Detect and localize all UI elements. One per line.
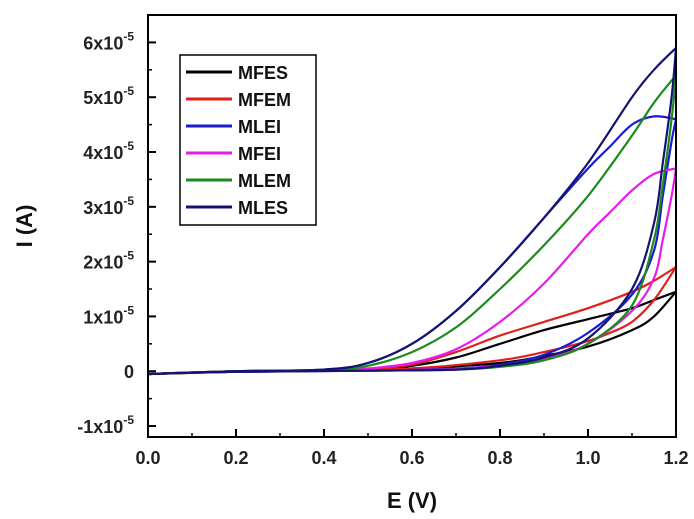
legend-box bbox=[179, 54, 317, 226]
curves-layer bbox=[147, 47, 678, 376]
y-axis-title: I (A) bbox=[12, 205, 37, 248]
legend-label-mfes: MFES bbox=[238, 63, 288, 83]
x-tick-label: 0.4 bbox=[311, 448, 336, 468]
y-tick-label: 2x10-5 bbox=[83, 249, 134, 273]
x-tick-label: 1.2 bbox=[663, 448, 688, 468]
y-tick-label: 6x10-5 bbox=[83, 29, 134, 53]
series-mles-reverse-line bbox=[147, 47, 678, 376]
y-tick-label: 0 bbox=[124, 362, 134, 382]
x-tick-label: 0.8 bbox=[487, 448, 512, 468]
x-axis: 0.0 0.2 0.4 0.6 0.8 1.0 1.2 bbox=[135, 429, 689, 468]
legend: MFES MFEM MLEI MFEI MLEM MLES bbox=[179, 54, 317, 226]
y-tick-label: -1x10-5 bbox=[77, 413, 134, 437]
y-tick-label: 1x10-5 bbox=[83, 303, 134, 327]
y-tick-label: 4x10-5 bbox=[83, 139, 134, 163]
legend-label-mles: MLES bbox=[238, 198, 288, 218]
series-mfem-forward-line bbox=[147, 266, 677, 376]
y-tick-label: 5x10-5 bbox=[83, 84, 134, 108]
x-axis-title: E (V) bbox=[387, 488, 437, 513]
x-tick-label: 0.6 bbox=[399, 448, 424, 468]
legend-label-mfem: MFEM bbox=[238, 90, 291, 110]
legend-label-mlem: MLEM bbox=[238, 171, 291, 191]
y-axis: -1x10-5 0 1x10-5 2x10-5 3x10-5 4x10-5 5x10-5 6x… bbox=[77, 29, 156, 437]
x-tick-label: 0.0 bbox=[135, 448, 160, 468]
x-tick-label: 1.0 bbox=[575, 448, 600, 468]
series-mfem-reverse-line bbox=[147, 266, 677, 376]
legend-label-mfei: MFEI bbox=[238, 144, 281, 164]
y-tick-label: 3x10-5 bbox=[83, 194, 134, 218]
legend-label-mlei: MLEI bbox=[238, 117, 281, 137]
x-tick-label: 0.2 bbox=[223, 448, 248, 468]
